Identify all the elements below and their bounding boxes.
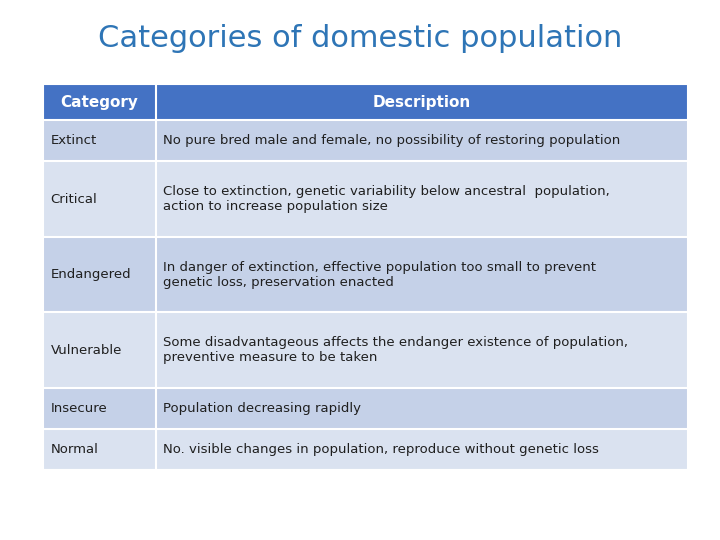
Text: Category: Category — [60, 94, 138, 110]
Text: Population decreasing rapidly: Population decreasing rapidly — [163, 402, 361, 415]
Text: Normal: Normal — [50, 443, 98, 456]
Text: No. visible changes in population, reproduce without genetic loss: No. visible changes in population, repro… — [163, 443, 599, 456]
Text: Vulnerable: Vulnerable — [50, 344, 122, 357]
Text: In danger of extinction, effective population too small to prevent
genetic loss,: In danger of extinction, effective popul… — [163, 261, 596, 289]
Text: Categories of domestic population: Categories of domestic population — [98, 24, 622, 53]
Text: Critical: Critical — [50, 193, 97, 206]
Text: Close to extinction, genetic variability below ancestral  population,
action to : Close to extinction, genetic variability… — [163, 185, 610, 213]
Text: Extinct: Extinct — [50, 134, 96, 147]
Text: Some disadvantageous affects the endanger existence of population,
preventive me: Some disadvantageous affects the endange… — [163, 336, 628, 365]
Text: Description: Description — [373, 94, 471, 110]
Text: Endangered: Endangered — [50, 268, 131, 281]
Text: No pure bred male and female, no possibility of restoring population: No pure bred male and female, no possibi… — [163, 134, 621, 147]
Text: Insecure: Insecure — [50, 402, 107, 415]
